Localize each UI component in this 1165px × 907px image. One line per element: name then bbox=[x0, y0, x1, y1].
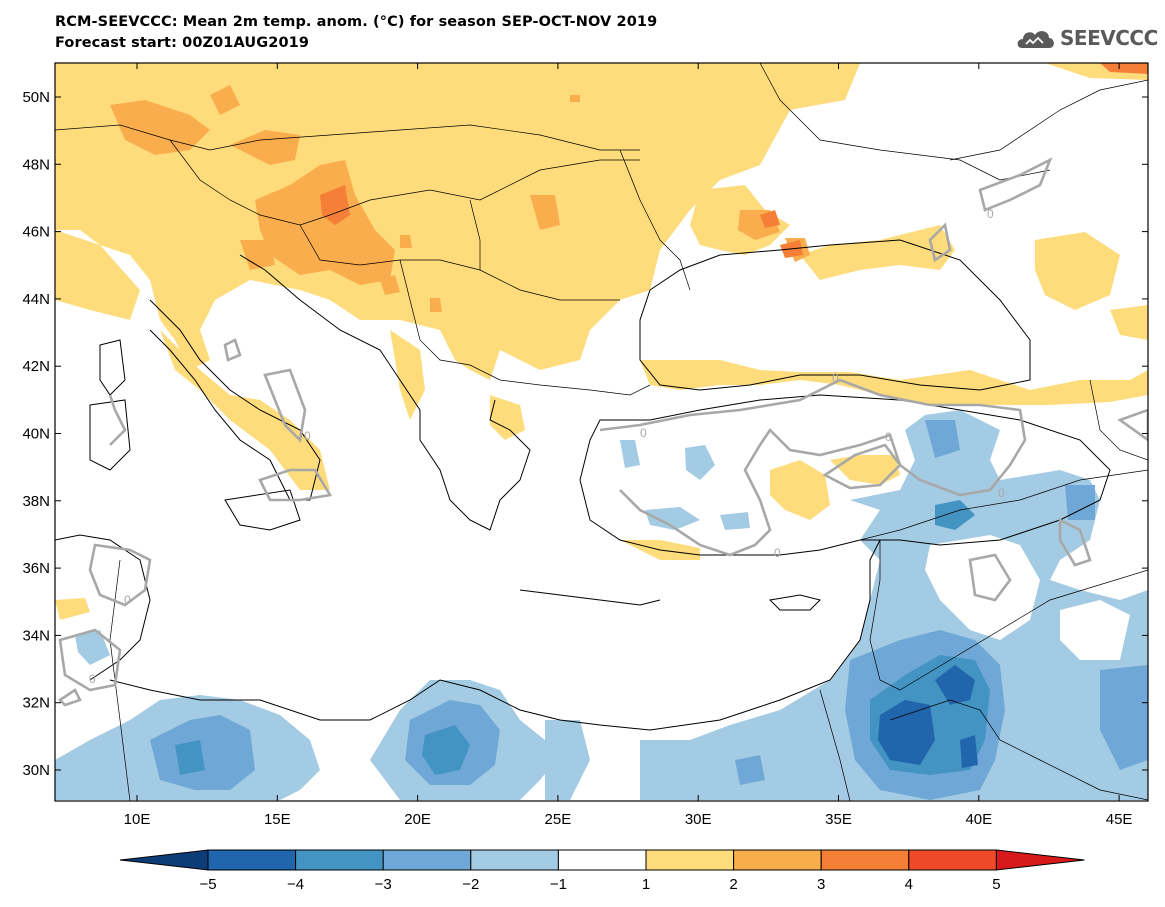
map-frame bbox=[54, 62, 1149, 802]
lon-tick-label: 40E bbox=[965, 811, 992, 828]
anomaly-neutral-region bbox=[170, 535, 1130, 660]
anomaly-minus4-5-region bbox=[878, 665, 978, 768]
colorbar-segment bbox=[733, 849, 822, 871]
colorbar-segment bbox=[295, 849, 384, 871]
lat-tick-label: 30N bbox=[22, 762, 50, 779]
anomaly-2-3-region bbox=[110, 85, 810, 312]
colorbar-tick-label: −5 bbox=[199, 876, 216, 893]
colorbar-tick-label: 2 bbox=[729, 876, 737, 893]
colorbar-segment bbox=[557, 849, 647, 871]
contour-label: 0 bbox=[832, 371, 839, 385]
colorbar: −5 −4 −3 −2 −1 1 2 3 4 5 bbox=[119, 849, 1085, 893]
zero-contours bbox=[57, 157, 1148, 707]
colorbar-arrow-low bbox=[119, 849, 209, 871]
lat-tick-label: 32N bbox=[22, 695, 50, 712]
colorbar-tick-label: 5 bbox=[992, 876, 1000, 893]
colorbar-tick-label: −2 bbox=[462, 876, 479, 893]
colorbar-segment bbox=[820, 849, 910, 871]
colorbar-tick-label: −3 bbox=[375, 876, 392, 893]
contour-label: 0 bbox=[304, 429, 311, 443]
lat-tick-label: 42N bbox=[22, 358, 50, 375]
contour-label: 0 bbox=[640, 426, 647, 440]
lat-tick-label: 38N bbox=[22, 493, 50, 510]
lat-tick-label: 40N bbox=[22, 426, 50, 443]
lat-tick-label: 48N bbox=[22, 156, 50, 173]
colorbar-segment bbox=[645, 849, 735, 871]
lon-tick-label: 15E bbox=[264, 811, 291, 828]
colorbar-tick-label: 3 bbox=[817, 876, 825, 893]
lat-tick-label: 46N bbox=[22, 224, 50, 241]
colorbar-tick-label: −1 bbox=[550, 876, 567, 893]
anomaly-field: 0 0 0 0 0 0 0 0 0 bbox=[55, 63, 1148, 801]
lat-tick-label: 50N bbox=[22, 89, 50, 106]
contour-label: 0 bbox=[124, 593, 131, 607]
forecast-start: Forecast start: 00Z01AUG2019 bbox=[55, 35, 310, 51]
colorbar-segment bbox=[382, 849, 472, 871]
cloud-icon bbox=[1017, 31, 1054, 48]
contour-label: 0 bbox=[987, 207, 994, 221]
lon-tick-label: 20E bbox=[404, 811, 431, 828]
contour-labels: 0 0 0 0 0 0 0 0 0 bbox=[89, 207, 1005, 686]
lon-tick-label: 45E bbox=[1106, 811, 1133, 828]
lat-tick-label: 44N bbox=[22, 291, 50, 308]
lat-tick-label: 36N bbox=[22, 560, 50, 577]
lon-tick-label: 30E bbox=[685, 811, 712, 828]
colorbar-tick-label: −4 bbox=[287, 876, 304, 893]
contour-label: 0 bbox=[774, 546, 781, 560]
logo-text: SEEVCCC bbox=[1060, 26, 1158, 50]
contour-label: 0 bbox=[89, 672, 96, 686]
lon-tick-label: 35E bbox=[825, 811, 852, 828]
colorbar-segment bbox=[470, 849, 559, 871]
axis-ticks: 50N 48N 46N 44N 42N 40N 38N 36N 34N 32N 30N 10E 15E 2… bbox=[22, 63, 1148, 828]
colorbar-tick-label: 4 bbox=[905, 876, 913, 893]
colorbar-segment bbox=[207, 849, 297, 871]
colorbar-arrow-high bbox=[995, 849, 1085, 871]
map-title: RCM-SEEVCCC: Mean 2m temp. anom. (°C) fo… bbox=[55, 14, 658, 30]
lat-tick-label: 34N bbox=[22, 627, 50, 644]
colorbar-tick-label: 1 bbox=[642, 876, 650, 893]
contour-label: 0 bbox=[885, 430, 892, 444]
colorbar-segment bbox=[908, 849, 997, 871]
coastlines bbox=[55, 239, 1111, 731]
lon-tick-label: 10E bbox=[124, 811, 151, 828]
anomaly-3-4-region bbox=[320, 63, 1148, 258]
contour-label: 0 bbox=[998, 486, 1005, 500]
lon-tick-label: 25E bbox=[545, 811, 572, 828]
